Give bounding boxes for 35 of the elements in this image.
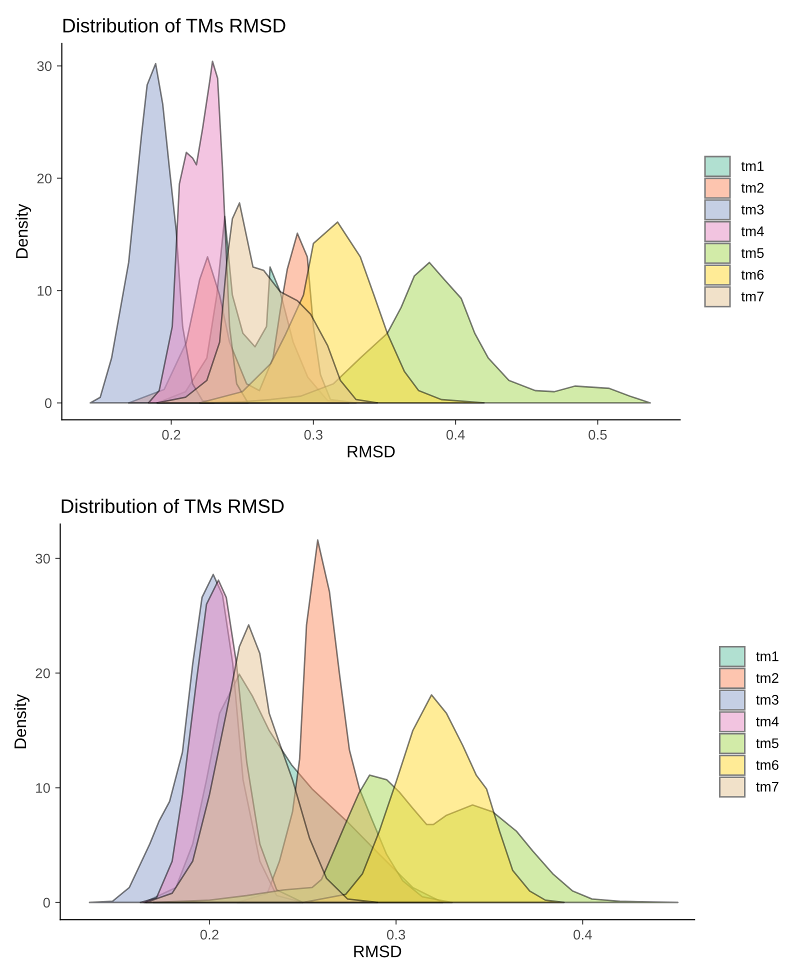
- y-tick-label: 0: [43, 898, 50, 908]
- x-tick-label: 0.2: [200, 930, 218, 940]
- legend-label: tm1: [741, 161, 764, 171]
- y-tick-label: 10: [36, 783, 50, 793]
- chart-title: Distribution of TMs RMSD: [62, 498, 284, 514]
- x-tick-label: 0.3: [386, 930, 406, 940]
- legend-label: tm5: [741, 248, 764, 258]
- legend-label: tm2: [741, 182, 764, 193]
- x-tick-label: 0.4: [574, 930, 592, 940]
- x-tick-label: 0.4: [446, 430, 465, 440]
- y-axis-title: Density: [14, 694, 30, 748]
- legend-label: tm7: [756, 782, 778, 792]
- legend-label: tm4: [741, 226, 764, 236]
- legend-label: tm3: [741, 204, 764, 214]
- x-tick-label: 0.5: [588, 430, 607, 440]
- legend-label: tm6: [741, 270, 764, 280]
- y-tick-label: 30: [37, 61, 52, 72]
- y-tick-label: 20: [37, 174, 52, 184]
- y-tick-label: 20: [36, 668, 50, 678]
- legend-label: tm7: [741, 292, 764, 302]
- x-axis-title: RMSD: [348, 446, 395, 458]
- x-tick-label: 0.3: [304, 430, 322, 440]
- y-tick-label: 0: [44, 398, 52, 408]
- chart-title: Distribution of TMs RMSD: [63, 18, 286, 33]
- legend-label: tm4: [756, 716, 779, 726]
- legend-label: tm3: [756, 694, 778, 705]
- x-axis-title: RMSD: [354, 946, 402, 958]
- legend-label: tm2: [756, 673, 778, 683]
- y-tick-label: 10: [38, 286, 52, 296]
- y-tick-label: 30: [36, 554, 50, 564]
- y-axis-title: Density: [16, 204, 32, 258]
- legend-label: tm6: [756, 760, 778, 770]
- legend-label: tm5: [756, 738, 778, 748]
- legend-label: tm1: [756, 652, 778, 662]
- x-tick-label: 0.2: [162, 430, 180, 440]
